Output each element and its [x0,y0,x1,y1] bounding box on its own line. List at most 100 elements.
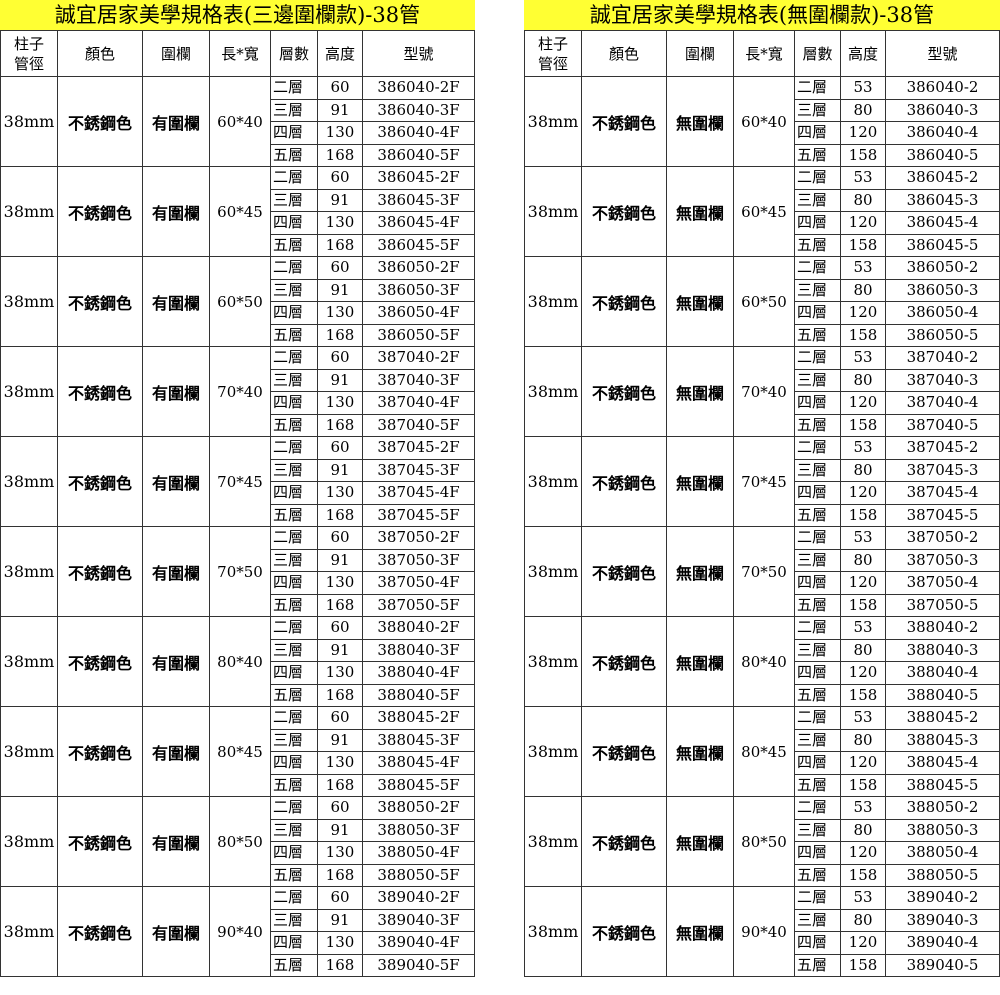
height-cell: 158 [840,413,886,437]
header-dimensions: 長*寬 [209,30,271,77]
table-row: 五層 168 389040-5F [1,953,475,977]
tier-cell: 二層 [794,616,841,640]
model-cell: 387045-2 [885,436,1000,460]
table-row: 38mm 不銹鋼色 有圍欄 80*45 二層 60 388045-2F [0,706,475,797]
railing-cell: 無圍欄 [666,616,734,707]
height-cell: 158 [840,143,886,167]
color-cell: 不銹鋼色 [581,166,667,257]
height-cell: 91 [317,188,363,212]
model-cell: 387050-2 [885,526,1000,550]
header-dimensions: 長*寬 [733,30,795,77]
table-row: 38mm 不銹鋼色 有圍欄 60*45 二層 60 386045-2F [0,166,475,257]
table-row: 五層 158 388050-5 [525,863,1000,887]
model-cell: 387050-5F [362,593,475,617]
railing-cell: 有圍欄 [142,256,210,347]
height-cell: 168 [317,143,363,167]
height-cell: 158 [840,683,886,707]
height-cell: 91 [317,818,363,842]
tier-cell: 二層 [794,76,841,100]
table-row: 三層 91 386050-3F [1,278,475,302]
height-cell: 130 [317,931,363,955]
dimensions-cell: 60*40 [733,76,795,167]
table-title: 誠宜居家美學規格表(無圍欄款)-38管 [524,0,1000,30]
model-cell: 387045-5F [362,503,475,527]
dimensions-cell: 60*45 [733,166,795,257]
pipe-diameter-cell: 38mm [0,886,58,977]
model-cell: 388045-5F [362,773,475,797]
tier-cell: 五層 [794,863,841,887]
table-row: 四層 130 388050-4F [1,841,475,865]
table-row: 三層 80 387050-3 [525,548,1000,572]
tier-cell: 二層 [270,706,318,730]
height-cell: 80 [840,368,886,392]
tier-cell: 二層 [794,706,841,730]
table-row: 四層 130 388040-4F [1,661,475,685]
height-cell: 60 [317,706,363,730]
model-cell: 386040-4 [885,121,1000,145]
railing-cell: 有圍欄 [142,76,210,167]
height-cell: 60 [317,256,363,280]
tier-cell: 四層 [270,571,318,595]
table-row: 三層 80 388050-3 [525,818,1000,842]
spec-table-no-railing: 誠宜居家美學規格表(無圍欄款)-38管 柱子 管徑 顏色 圍欄 長*寬 層數 高度 型號 3… [524,0,1000,977]
height-cell: 168 [317,413,363,437]
height-cell: 60 [317,886,363,910]
model-cell: 387040-5 [885,413,1000,437]
tier-cell: 三層 [270,98,318,122]
tier-cell: 三層 [794,548,841,572]
height-cell: 130 [317,571,363,595]
model-cell: 388040-5F [362,683,475,707]
tier-cell: 四層 [794,571,841,595]
color-cell: 不銹鋼色 [57,166,143,257]
table-row: 三層 80 388045-3 [525,728,1000,752]
height-cell: 80 [840,818,886,842]
model-cell: 386045-3F [362,188,475,212]
model-cell: 388045-4F [362,751,475,775]
tier-cell: 五層 [270,143,318,167]
tier-cell: 五層 [794,953,841,977]
tier-cell: 四層 [270,211,318,235]
height-cell: 158 [840,503,886,527]
model-cell: 386050-2 [885,256,1000,280]
pipe-diameter-cell: 38mm [0,256,58,347]
table-row: 四層 120 386040-4 [525,121,1000,145]
tier-cell: 二層 [794,166,841,190]
tier-cell: 四層 [270,751,318,775]
railing-cell: 有圍欄 [142,436,210,527]
tier-cell: 四層 [794,481,841,505]
railing-cell: 有圍欄 [142,526,210,617]
model-cell: 387040-4F [362,391,475,415]
table-row: 四層 130 386050-4F [1,301,475,325]
model-cell: 388050-3 [885,818,1000,842]
tier-cell: 二層 [794,526,841,550]
tier-cell: 三層 [270,458,318,482]
model-cell: 386045-2 [885,166,1000,190]
height-cell: 158 [840,953,886,977]
height-cell: 130 [317,661,363,685]
table-row: 四層 120 386045-4 [525,211,1000,235]
table-row: 五層 168 387040-5F [1,413,475,437]
tier-cell: 二層 [270,166,318,190]
header-tiers: 層數 [794,30,841,77]
model-cell: 386040-3 [885,98,1000,122]
color-cell: 不銹鋼色 [57,346,143,437]
model-cell: 386050-4F [362,301,475,325]
pipe-diameter-cell: 38mm [524,256,582,347]
height-cell: 80 [840,458,886,482]
railing-cell: 無圍欄 [666,346,734,437]
table-row: 五層 168 386050-5F [1,323,475,347]
pipe-diameter-cell: 38mm [524,436,582,527]
height-cell: 60 [317,166,363,190]
model-cell: 388045-5 [885,773,1000,797]
dimensions-cell: 70*50 [733,526,795,617]
railing-cell: 無圍欄 [666,256,734,347]
table-row: 五層 168 388045-5F [1,773,475,797]
dimensions-cell: 70*40 [733,346,795,437]
table-row: 五層 168 386040-5F [1,143,475,167]
height-cell: 168 [317,233,363,257]
header-railing: 圍欄 [142,30,210,77]
pipe-diameter-cell: 38mm [0,436,58,527]
table-row: 五層 168 386045-5F [1,233,475,257]
table-row: 38mm 不銹鋼色 有圍欄 60*40 二層 60 386040-2F [0,76,475,167]
model-cell: 386050-5 [885,323,1000,347]
